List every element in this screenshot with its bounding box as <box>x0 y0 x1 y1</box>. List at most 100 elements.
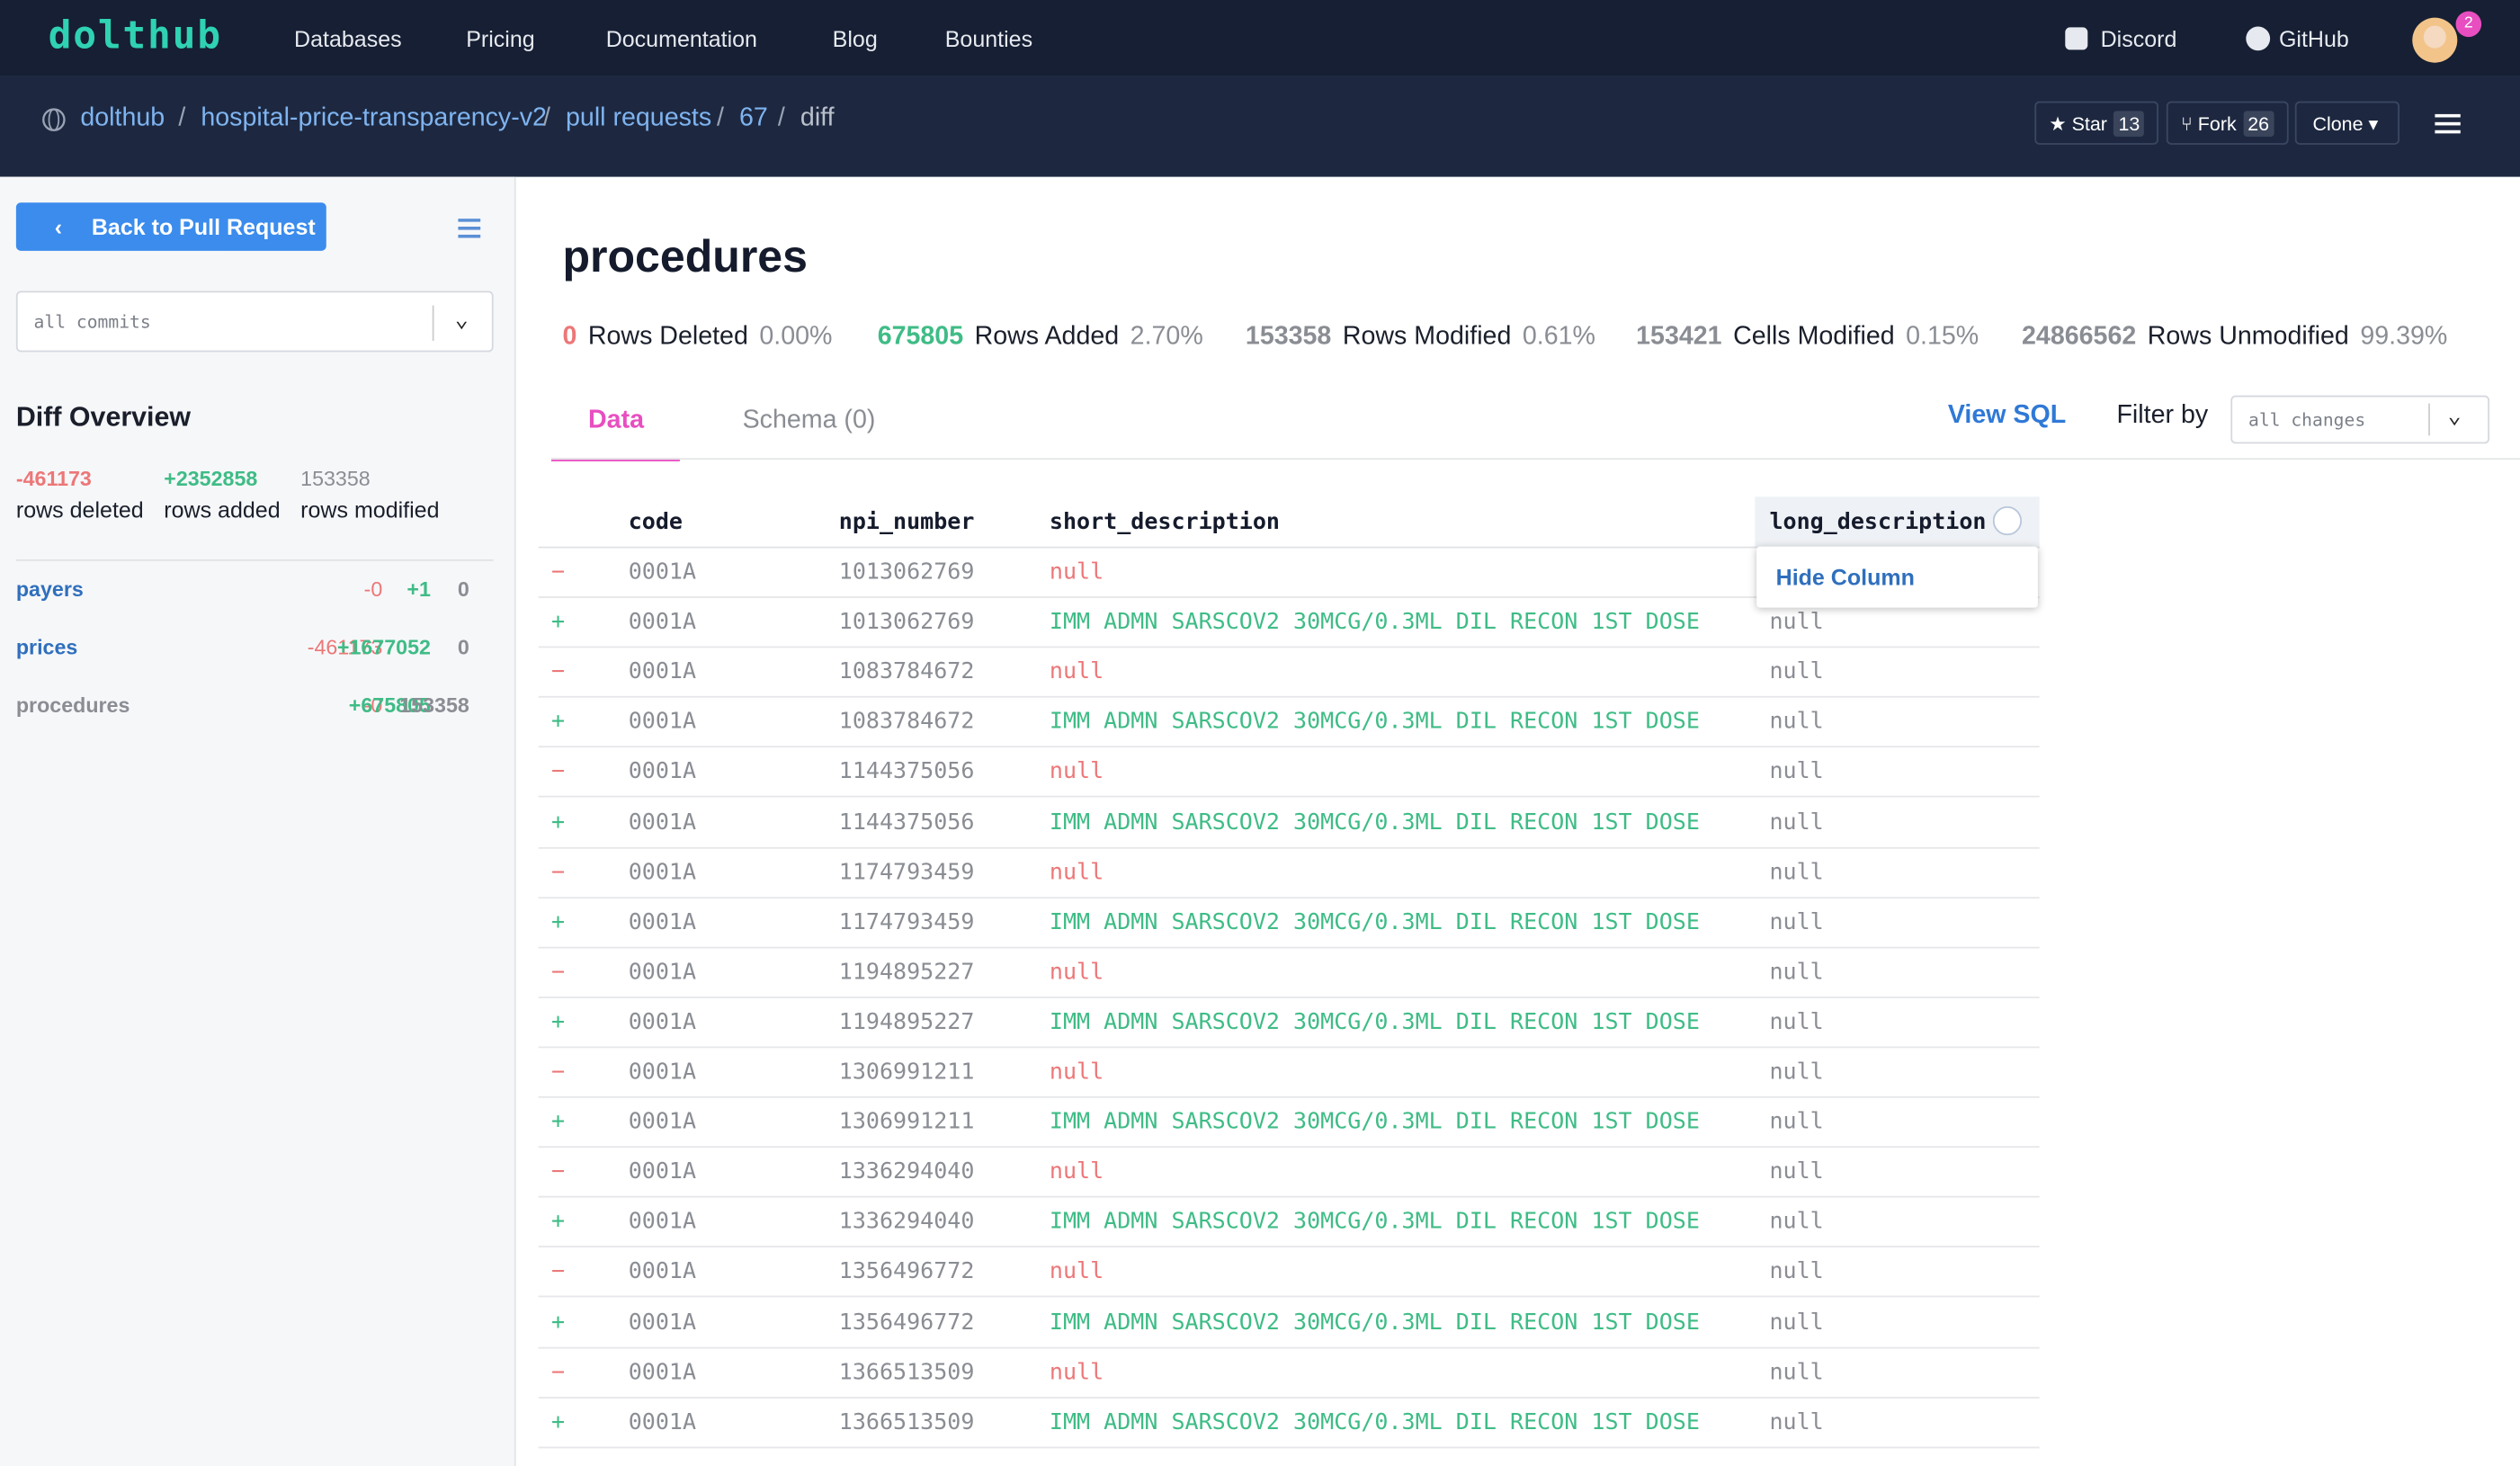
table-row: −0001A1194895227nullnull <box>539 948 2040 997</box>
star-count: 13 <box>2113 111 2145 137</box>
table-row: +0001A1144375056IMM ADMN SARSCOV2 30MCG/… <box>539 798 2040 847</box>
table-row: −0001A1083784672nullnull <box>539 648 2040 698</box>
table-row: +0001A1174793459IMM ADMN SARSCOV2 30MCG/… <box>539 898 2040 948</box>
table-cell: null <box>1769 710 1823 736</box>
table-cell: null <box>1769 659 1823 685</box>
diff-sign: + <box>551 710 565 736</box>
filter-select[interactable]: all changes ⌄ <box>2230 396 2489 444</box>
globe-icon <box>41 108 66 132</box>
stat-label: Rows Deleted <box>588 323 748 350</box>
table-cell: null <box>1050 659 1104 685</box>
breadcrumb-item[interactable]: 67 <box>739 104 768 133</box>
table-cell: 1336294040 <box>839 1159 975 1185</box>
table-cell: 0001A <box>629 960 696 986</box>
nav-link[interactable]: Bounties <box>945 26 1032 52</box>
star-button[interactable]: ★ Star13 <box>2034 102 2158 145</box>
table-cell: IMM ADMN SARSCOV2 30MCG/0.3ML DIL RECON … <box>1050 1310 1700 1336</box>
breadcrumb-separator: / <box>778 104 785 133</box>
star-label: Star <box>2072 112 2107 135</box>
table-link[interactable]: procedures <box>16 693 130 717</box>
breadcrumb-item[interactable]: pull requests <box>566 104 711 133</box>
column-header: long_description <box>1769 510 1986 536</box>
select-caret: ⌄ <box>455 307 469 333</box>
hide-column-item[interactable]: Hide Column <box>1776 564 1915 590</box>
select-caret: ⌄ <box>2448 404 2462 430</box>
breadcrumb-item[interactable]: hospital-price-transparency-v2 <box>201 104 547 133</box>
table-added: +1 <box>407 577 430 602</box>
table-cell: 1366513509 <box>839 1409 975 1435</box>
fork-button[interactable]: ⑂ Fork26 <box>2167 102 2289 145</box>
diff-sign: + <box>551 909 565 935</box>
summary-value: -461173 <box>16 466 92 490</box>
notification-badge: 2 <box>2456 12 2482 38</box>
stat-label: Rows Added <box>975 323 1120 350</box>
table-cell: 1013062769 <box>839 559 975 586</box>
stat-percent: 0.15% <box>1906 323 1979 350</box>
table-cell: null <box>1769 1009 1823 1035</box>
diff-sign: − <box>551 859 565 885</box>
table-row: −0001A1144375056nullnull <box>539 748 2040 798</box>
table-cell: 1083784672 <box>839 659 975 685</box>
discord-icon <box>2063 26 2089 52</box>
filter-select-value: all changes <box>2248 410 2365 431</box>
fork-count: 26 <box>2243 111 2274 137</box>
breadcrumb-separator: / <box>717 104 724 133</box>
column-menu-icon[interactable] <box>1993 506 2022 535</box>
table-link[interactable]: payers <box>16 577 84 602</box>
table-cell: 0001A <box>629 559 696 586</box>
menu-icon[interactable] <box>2435 112 2461 135</box>
stat: 675805Rows Added2.70% <box>878 323 1203 352</box>
table-cell: null <box>1769 809 1823 836</box>
discord-link[interactable]: Discord <box>2101 26 2177 52</box>
diff-sign: + <box>551 1409 565 1435</box>
table-modified: 0 <box>458 577 469 602</box>
logo[interactable]: dolthub <box>49 13 222 58</box>
commit-select-value: all commits <box>34 312 151 333</box>
column-header: npi_number <box>839 510 975 536</box>
sidebar-menu-icon[interactable] <box>458 219 480 237</box>
tab[interactable]: Schema (0) <box>743 407 876 435</box>
avatar[interactable] <box>2410 16 2459 65</box>
nav-link[interactable]: Pricing <box>466 26 534 52</box>
table-row: +0001A1194895227IMM ADMN SARSCOV2 30MCG/… <box>539 998 2040 1048</box>
table-cell: 1356496772 <box>839 1310 975 1336</box>
stat: 153421Cells Modified0.15% <box>1636 323 1979 352</box>
back-label: Back to Pull Request <box>92 214 316 240</box>
breadcrumb-item[interactable]: dolthub <box>80 104 165 133</box>
table-cell: 0001A <box>629 1009 696 1035</box>
nav-link[interactable]: Databases <box>294 26 402 52</box>
github-link[interactable]: GitHub <box>2279 26 2349 52</box>
nav-link[interactable]: Blog <box>833 26 878 52</box>
table-cell: 1366513509 <box>839 1359 975 1385</box>
table-link[interactable]: prices <box>16 635 77 659</box>
table-row: +0001A1356496772IMM ADMN SARSCOV2 30MCG/… <box>539 1298 2040 1347</box>
column-menu: Hide Column <box>1756 547 2038 608</box>
clone-button[interactable]: Clone ▾ <box>2295 102 2399 145</box>
table-row: −0001A1336294040nullnull <box>539 1148 2040 1197</box>
stat-count: 0 <box>562 323 576 350</box>
clone-label: Clone <box>2312 112 2363 135</box>
table-row: +0001A1366513509IMM ADMN SARSCOV2 30MCG/… <box>539 1398 2040 1447</box>
table-cell: null <box>1769 610 1823 636</box>
table-cell: 1194895227 <box>839 1009 975 1035</box>
table-cell: 0001A <box>629 1409 696 1435</box>
commit-select[interactable]: all commits ⌄ <box>16 291 494 352</box>
tab[interactable]: Data <box>588 407 644 435</box>
back-button[interactable]: ‹Back to Pull Request <box>16 202 326 251</box>
table-cell: 1306991211 <box>839 1059 975 1086</box>
table-cell: null <box>1050 1159 1104 1185</box>
view-sql-link[interactable]: View SQL <box>1948 402 2066 431</box>
table-header: codenpi_numbershort_descriptionlong_desc… <box>539 498 2040 548</box>
diff-sign: + <box>551 1310 565 1336</box>
breadcrumb-separator: / <box>543 104 550 133</box>
nav-link[interactable]: Documentation <box>606 26 757 52</box>
table-cell: IMM ADMN SARSCOV2 30MCG/0.3ML DIL RECON … <box>1050 909 1700 935</box>
table-cell: null <box>1769 960 1823 986</box>
table-cell: null <box>1050 1259 1104 1285</box>
table-cell: IMM ADMN SARSCOV2 30MCG/0.3ML DIL RECON … <box>1050 1109 1700 1135</box>
stat: 0Rows Deleted0.00% <box>562 323 832 352</box>
table-cell: null <box>1769 1159 1823 1185</box>
diff-sign: − <box>551 1359 565 1385</box>
